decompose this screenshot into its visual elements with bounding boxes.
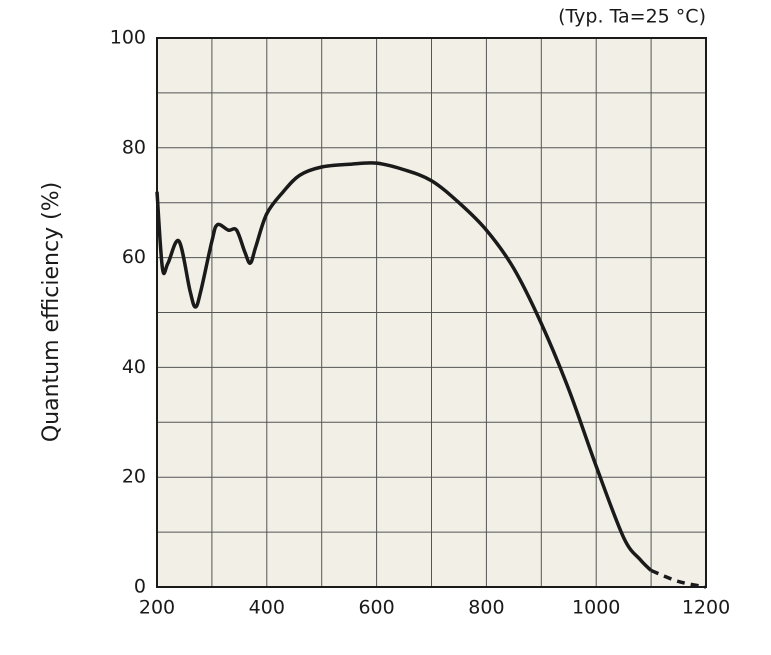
annotation: (Typ. Ta=25 °C) [558,6,706,28]
y-tick-label: 20 [122,466,146,488]
y-tick-label: 0 [134,576,146,598]
y-tick-label: 40 [122,356,146,378]
line [650,568,707,589]
x-tick-label: 600 [358,597,394,619]
line [155,161,653,572]
x-tick-label: 800 [468,597,504,619]
x-tick-label: 200 [139,597,175,619]
y-tick-label: 60 [122,246,146,268]
x-tick-label: 1200 [682,597,730,619]
x-tick-label: 1000 [572,597,620,619]
y-tick-label: 100 [110,27,146,49]
x-tick-label: 400 [249,597,285,619]
plot-frame [156,37,707,588]
y-tick-label: 80 [122,136,146,158]
y-axis-label: Quantum efficiency (%) [39,182,64,442]
